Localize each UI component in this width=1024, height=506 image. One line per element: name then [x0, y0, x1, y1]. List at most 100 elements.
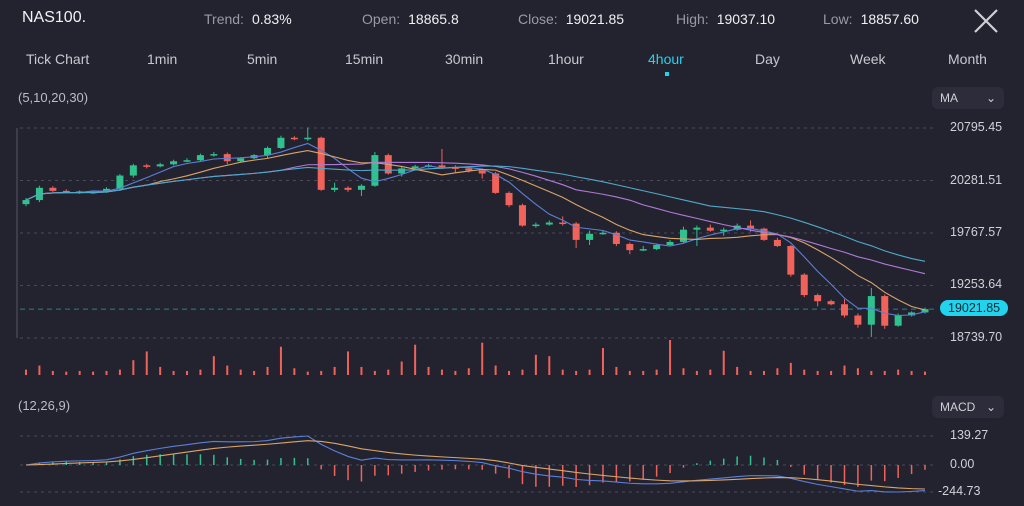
- close-button[interactable]: [970, 5, 1002, 37]
- candle-body: [639, 249, 647, 251]
- volume-bar: [105, 370, 108, 375]
- candle-body: [170, 161, 178, 165]
- volume-bar: [159, 366, 162, 375]
- volume-bar: [387, 369, 390, 375]
- volume-bar: [65, 371, 68, 375]
- timeframe-tab-5min[interactable]: 5min: [247, 51, 278, 67]
- volume-bar: [360, 366, 363, 375]
- volume-bar: [749, 370, 752, 375]
- candle-body: [237, 158, 245, 162]
- volume-bar: [212, 356, 215, 375]
- stat-value: 18857.60: [860, 11, 919, 27]
- candle-body: [103, 188, 111, 192]
- candle-body: [840, 304, 848, 316]
- volume-bar: [186, 370, 189, 375]
- candle-body: [800, 274, 808, 296]
- candle-body: [545, 222, 553, 225]
- volume-bar: [440, 369, 443, 375]
- ma-dropdown-label: MA: [940, 91, 958, 105]
- volume-bar: [561, 369, 564, 375]
- candle-body: [451, 167, 459, 169]
- timeframe-tab-15min[interactable]: 15min: [345, 51, 384, 67]
- macd-dif-line: [25, 435, 926, 493]
- ma-indicator-dropdown[interactable]: MA ⌄: [932, 87, 1004, 109]
- candle-body: [827, 301, 835, 305]
- stat-value: 0.83%: [251, 11, 292, 27]
- macd-axis-label: -244.73: [938, 484, 981, 498]
- candle-body: [183, 160, 191, 162]
- candle-body: [854, 315, 862, 325]
- candle-body: [398, 168, 406, 174]
- volume-bar: [38, 365, 41, 375]
- volume-bar: [427, 366, 430, 375]
- price-axis-label: 20281.51: [950, 172, 1003, 187]
- candle-body: [49, 187, 57, 191]
- volume-bar: [253, 370, 256, 375]
- timeframe-tab-month[interactable]: Month: [948, 51, 987, 67]
- candle-body: [317, 137, 325, 190]
- candle-body: [62, 190, 70, 193]
- volume-bar: [548, 356, 551, 375]
- candle-body: [921, 309, 929, 313]
- candle-body: [572, 223, 580, 240]
- timeframe-tab-week[interactable]: Week: [850, 51, 886, 67]
- candle-body: [478, 170, 486, 174]
- volume-bar: [762, 370, 765, 375]
- volume-bar: [803, 369, 806, 375]
- volume-bar: [373, 370, 376, 375]
- volume-bar: [78, 370, 81, 375]
- volume-bar: [266, 366, 269, 375]
- volume-bar: [172, 370, 175, 375]
- stat-value: 18865.8: [408, 11, 459, 27]
- symbol-title: NAS100.: [22, 9, 87, 26]
- macd-params-label: (12,26,9): [18, 398, 71, 413]
- macd-axis-label: 0.00: [950, 457, 975, 471]
- volume-bar: [320, 370, 323, 375]
- volume-bar: [454, 370, 457, 375]
- volume-bar: [347, 351, 350, 375]
- chevron-down-icon: ⌄: [985, 91, 996, 105]
- candle-body: [747, 225, 755, 229]
- candle-body: [196, 155, 204, 161]
- timeframe-tab-1min[interactable]: 1min: [147, 51, 178, 67]
- candle-body: [492, 173, 500, 193]
- candle-body: [626, 243, 634, 251]
- candle-body: [331, 187, 339, 190]
- volume-bar: [226, 365, 229, 375]
- candle-body: [438, 165, 446, 168]
- volume-bar: [481, 342, 484, 375]
- macd-axis-label: 139.27: [950, 428, 989, 442]
- volume-bar: [883, 370, 886, 375]
- macd-indicator-dropdown[interactable]: MACD ⌄: [932, 396, 1004, 418]
- volume-bar: [494, 365, 497, 375]
- candle-body: [129, 165, 137, 176]
- volume-bar: [924, 371, 926, 375]
- volume-bar: [508, 370, 511, 375]
- current-price-badge: 19021.85: [940, 300, 1009, 317]
- timeframe-tab-30min[interactable]: 30min: [445, 51, 484, 67]
- volume-bar: [669, 340, 672, 375]
- timeframe-tab-tick-chart[interactable]: Tick Chart: [26, 51, 90, 67]
- candle-body: [465, 168, 473, 171]
- volume-bar: [776, 368, 779, 375]
- candle-body: [344, 187, 352, 190]
- macd-dea-line: [25, 440, 926, 490]
- price-axis-label: 19253.64: [950, 277, 1003, 292]
- timeframe-tab-1hour[interactable]: 1hour: [548, 51, 584, 67]
- timeframe-tab-4hour[interactable]: 4hour: [648, 51, 684, 67]
- volume-bar: [25, 369, 27, 375]
- candle-body: [518, 205, 526, 226]
- volume-bar: [145, 351, 148, 375]
- stat-label: Open:: [362, 11, 401, 27]
- volume-bar: [521, 369, 524, 375]
- ma10-line: [25, 150, 926, 311]
- stat-label: Close:: [518, 11, 558, 27]
- candle-body: [693, 227, 701, 230]
- candle-body: [586, 233, 594, 240]
- volume-bar: [897, 369, 900, 375]
- candle-body: [814, 295, 822, 302]
- timeframe-tab-day[interactable]: Day: [755, 51, 780, 67]
- active-tab-indicator: [665, 72, 669, 76]
- price-axis-label: 19767.57: [950, 225, 1003, 239]
